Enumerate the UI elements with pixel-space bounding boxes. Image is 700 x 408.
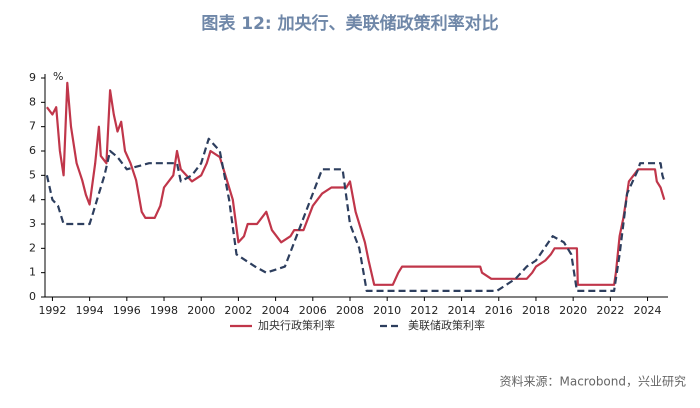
y-tick-label: 7 (29, 120, 36, 133)
x-tick-label: 1994 (76, 304, 104, 317)
y-unit: % (53, 70, 63, 83)
x-tick-label: 2006 (299, 304, 327, 317)
x-tick-label: 2020 (559, 304, 587, 317)
source: 资料来源：Macrobond，兴业研究 (500, 374, 687, 389)
x-tick-label: 2000 (187, 304, 215, 317)
y-tick-label: 0 (29, 290, 36, 303)
x-tick-label: 2008 (336, 304, 364, 317)
y-tick-label: 2 (29, 241, 36, 254)
y-tick-label: 3 (29, 217, 36, 230)
y-tick-label: 4 (29, 193, 36, 206)
x-tick-label: 2004 (262, 304, 290, 317)
x-tick-label: 1998 (150, 304, 178, 317)
y-tick-label: 5 (29, 168, 36, 181)
x-tick-label: 1992 (38, 304, 66, 317)
legend-label: 美联储政策利率 (408, 318, 485, 332)
x-tick-label: 2024 (634, 304, 662, 317)
line (46, 81, 666, 286)
x-tick-label: 2016 (485, 304, 513, 317)
x-tick-label: 2014 (448, 304, 476, 317)
x-tick-label: 1996 (113, 304, 141, 317)
x-tick-label: 2012 (410, 304, 438, 317)
legend-label: 加央行政策利率 (258, 318, 335, 332)
x-tick-label: 2010 (373, 304, 401, 317)
y-tick-label: 6 (29, 144, 36, 157)
y-tick-label: 9 (29, 71, 36, 84)
y-tick-label: 1 (29, 266, 36, 279)
x-tick-label: 2002 (224, 304, 252, 317)
x-tick-label: 2022 (596, 304, 624, 317)
x-tick-label: 2018 (522, 304, 550, 317)
chart-title: 图表 12: 加央行、美联储政策利率对比 (201, 13, 498, 34)
y-tick-label: 8 (29, 95, 36, 108)
